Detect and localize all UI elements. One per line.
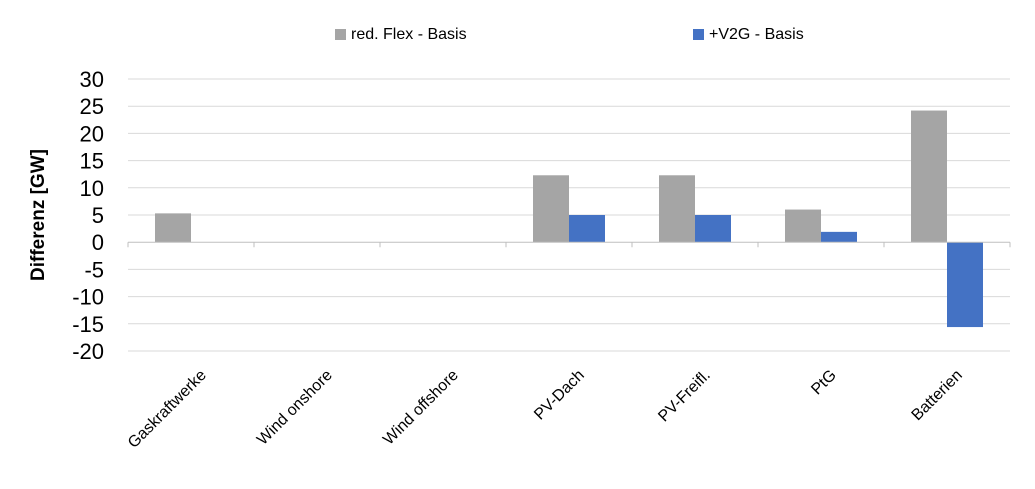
y-tick-label: 30 (80, 67, 104, 92)
bar (911, 110, 947, 243)
x-category-label: Batterien (909, 367, 966, 424)
y-tick-label: -5 (84, 257, 104, 282)
x-axis (127, 241, 1011, 248)
chart-legend: red. Flex - Basis +V2G - Basis (335, 26, 804, 43)
y-tick-label: 5 (92, 203, 104, 228)
bar (659, 175, 695, 243)
x-category-label: Wind onshore (254, 367, 336, 449)
bar (569, 215, 605, 243)
bar (533, 175, 569, 243)
x-category-label: PV-Freifl. (655, 367, 714, 426)
bar (695, 215, 731, 243)
y-tick-label: 0 (92, 230, 104, 255)
legend-swatch (335, 29, 346, 40)
y-tick-label: -15 (72, 312, 104, 337)
bar (155, 213, 191, 243)
bar (947, 242, 983, 328)
legend-swatch (693, 29, 704, 40)
x-axis-category-labels: Gaskraftwerke Wind onshore Wind offshore PV… (125, 367, 966, 452)
bar (821, 231, 857, 243)
x-category-label: Wind offshore (380, 367, 462, 449)
y-tick-label: 10 (80, 176, 104, 201)
y-tick-label: -20 (72, 339, 104, 364)
bar (785, 209, 821, 243)
x-category-label: PV-Dach (531, 367, 588, 424)
x-category-label: Gaskraftwerke (125, 367, 210, 452)
y-axis-label: Differenz [GW] (28, 149, 49, 281)
legend-label: red. Flex - Basis (351, 26, 467, 43)
x-category-label: PtG (808, 367, 840, 399)
legend-label: +V2G - Basis (709, 26, 804, 43)
y-tick-label: 15 (80, 149, 104, 174)
y-tick-label: 25 (80, 94, 104, 119)
bars (155, 110, 983, 328)
y-tick-label: 20 (80, 121, 104, 146)
y-tick-label: -10 (72, 285, 104, 310)
